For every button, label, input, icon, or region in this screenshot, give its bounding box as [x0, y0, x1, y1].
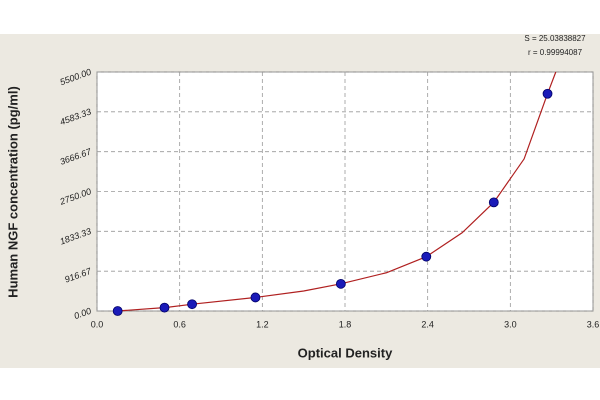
x-axis-title: Optical Density — [298, 345, 393, 360]
x-tick-label: 1.8 — [339, 319, 352, 329]
x-tick-label: 2.4 — [421, 319, 434, 329]
x-tick-label: 3.6 — [587, 319, 600, 329]
annotation: S = 25.03838827 — [524, 34, 586, 43]
data-point — [112, 306, 123, 316]
data-point — [542, 88, 553, 99]
data-point — [421, 251, 432, 262]
x-tick-label: 0.0 — [91, 319, 104, 329]
x-tick-label: 3.0 — [504, 319, 517, 329]
x-tick-label: 0.6 — [173, 319, 186, 329]
data-point — [159, 302, 170, 313]
x-tick-label: 1.2 — [256, 319, 269, 329]
data-point — [335, 278, 346, 289]
data-point — [250, 292, 261, 303]
data-point — [488, 197, 499, 208]
data-point — [187, 299, 197, 310]
annotation: r = 0.99994087 — [528, 48, 583, 57]
y-axis-title: Human NGF concentration (pg/ml) — [5, 86, 20, 298]
